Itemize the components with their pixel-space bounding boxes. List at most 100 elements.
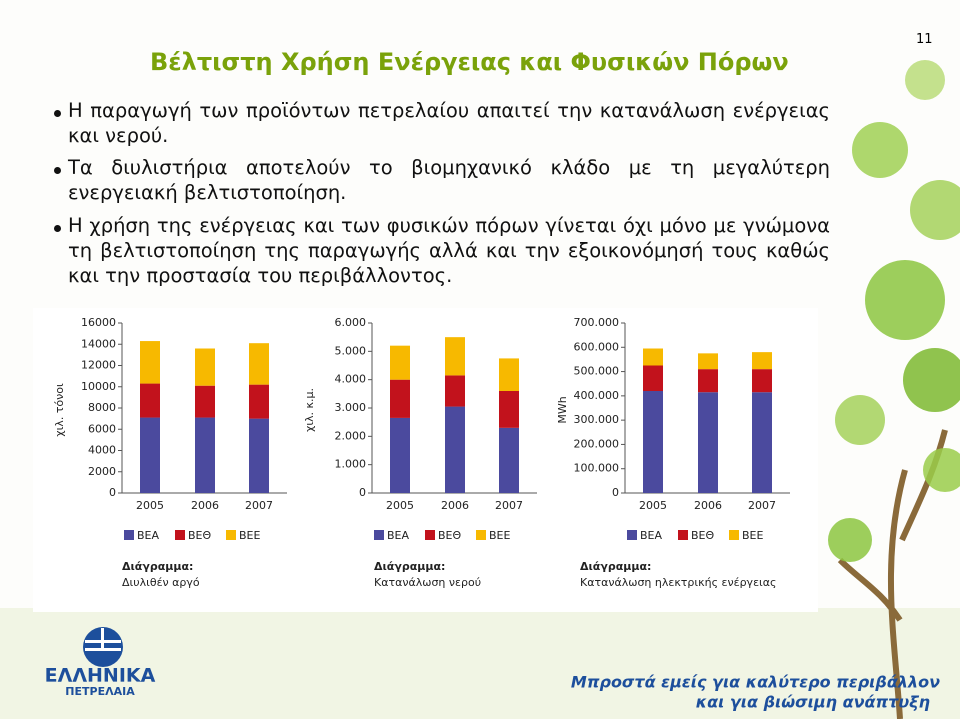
x-tick-label: 2005 bbox=[386, 499, 414, 512]
bar-segment bbox=[140, 341, 160, 384]
y-tick-label: 16000 bbox=[81, 316, 116, 329]
bar-segment bbox=[249, 343, 269, 385]
y-tick-label: 6000 bbox=[88, 422, 116, 435]
footer-band bbox=[0, 608, 960, 719]
x-tick-label: 2005 bbox=[136, 499, 164, 512]
legend-swatch bbox=[175, 530, 185, 540]
x-tick-label: 2007 bbox=[495, 499, 523, 512]
bar-segment bbox=[195, 385, 215, 418]
bar-segment bbox=[249, 384, 269, 419]
bar-segment bbox=[195, 417, 215, 493]
y-tick-label: 6.000 bbox=[335, 316, 367, 329]
bar-segment bbox=[698, 353, 718, 370]
legend-label: ΒΕΑ bbox=[387, 529, 409, 542]
legend-label: ΒΕΕ bbox=[239, 529, 260, 542]
logo-text: ΠΕΤΡΕΛΑΙΑ bbox=[65, 685, 135, 698]
bar-segment bbox=[643, 348, 663, 366]
y-axis-label: MWh bbox=[556, 396, 569, 423]
x-tick-label: 2006 bbox=[441, 499, 469, 512]
x-tick-label: 2006 bbox=[191, 499, 219, 512]
bullet-text: Η χρήση της ενέργειας και των φυσικών πό… bbox=[68, 214, 830, 287]
bar-segment bbox=[499, 391, 519, 428]
y-tick-label: 100.000 bbox=[574, 462, 620, 475]
bullet-dot bbox=[54, 110, 61, 117]
x-tick-label: 2007 bbox=[748, 499, 776, 512]
legend-label: ΒΕΘ bbox=[438, 529, 461, 542]
legend-swatch bbox=[627, 530, 637, 540]
y-tick-label: 2000 bbox=[88, 465, 116, 478]
chart-subtitle: Κατανάλωση νερού bbox=[374, 576, 481, 589]
logo-text: ΕΛΛΗΝΙΚΑ bbox=[45, 665, 156, 687]
y-tick-label: 300.000 bbox=[574, 413, 620, 426]
legend-swatch bbox=[374, 530, 384, 540]
chart-caption: Διάγραμμα: bbox=[122, 560, 193, 573]
legend-swatch bbox=[476, 530, 486, 540]
bar-segment bbox=[643, 365, 663, 391]
legend-label: ΒΕΕ bbox=[489, 529, 510, 542]
legend-swatch bbox=[226, 530, 236, 540]
y-axis-label: χιλ. τόνοι bbox=[53, 383, 66, 437]
bullet-dot bbox=[54, 167, 61, 174]
y-tick-label: 600.000 bbox=[574, 340, 620, 353]
y-tick-label: 0 bbox=[612, 486, 619, 499]
tree-decoration bbox=[828, 60, 960, 719]
logo bbox=[83, 627, 123, 667]
y-tick-label: 700.000 bbox=[574, 316, 620, 329]
chart-subtitle: Κατανάλωση ηλεκτρικής ενέργειας bbox=[580, 576, 776, 589]
bar-segment bbox=[140, 383, 160, 418]
bar-segment bbox=[752, 352, 772, 370]
y-tick-label: 4.000 bbox=[335, 373, 367, 386]
legend-swatch bbox=[124, 530, 134, 540]
x-tick-label: 2007 bbox=[245, 499, 273, 512]
tagline: Μπροστά εμείς για καλύτερο περιβάλλον bbox=[571, 673, 940, 692]
bar-segment bbox=[249, 418, 269, 493]
legend-label: ΒΕΕ bbox=[742, 529, 763, 542]
y-axis-label: χιλ. κ.μ. bbox=[303, 388, 316, 432]
y-tick-label: 4000 bbox=[88, 444, 116, 457]
bar-segment bbox=[445, 375, 465, 407]
y-tick-label: 400.000 bbox=[574, 389, 620, 402]
tagline: και για βιώσιμη ανάπτυξη bbox=[696, 693, 930, 712]
legend-swatch bbox=[425, 530, 435, 540]
legend-label: ΒΕΑ bbox=[640, 529, 662, 542]
x-tick-label: 2006 bbox=[694, 499, 722, 512]
chart-caption: Διάγραμμα: bbox=[374, 560, 445, 573]
y-tick-label: 2.000 bbox=[335, 429, 367, 442]
bar-segment bbox=[752, 392, 772, 493]
bar-segment bbox=[698, 369, 718, 393]
slide-title: Βέλτιστη Χρήση Ενέργειας και Φυσικών Πόρ… bbox=[150, 48, 789, 76]
y-tick-label: 1.000 bbox=[335, 458, 367, 471]
y-tick-label: 3.000 bbox=[335, 401, 367, 414]
bar-segment bbox=[499, 427, 519, 493]
bar-segment bbox=[752, 369, 772, 393]
legend-swatch bbox=[729, 530, 739, 540]
bar-segment bbox=[140, 417, 160, 493]
bar-segment bbox=[643, 391, 663, 493]
chart-panel bbox=[33, 308, 818, 612]
legend-label: ΒΕΘ bbox=[188, 529, 211, 542]
legend-swatch bbox=[678, 530, 688, 540]
legend-label: ΒΕΘ bbox=[691, 529, 714, 542]
y-tick-label: 500.000 bbox=[574, 365, 620, 378]
y-tick-label: 0 bbox=[359, 486, 366, 499]
bar-segment bbox=[499, 358, 519, 391]
bar-segment bbox=[195, 348, 215, 386]
chart-subtitle: Διυλιθέν αργό bbox=[122, 576, 200, 589]
y-tick-label: 14000 bbox=[81, 337, 116, 350]
bar-segment bbox=[445, 406, 465, 493]
legend-label: ΒΕΑ bbox=[137, 529, 159, 542]
y-tick-label: 200.000 bbox=[574, 437, 620, 450]
bullet-text: Η παραγωγή των προϊόντων πετρελαίου απαι… bbox=[68, 99, 830, 147]
bullet-text: Τα διυλιστήρια αποτελούν το βιομηχανικό … bbox=[68, 156, 830, 204]
bar-segment bbox=[390, 379, 410, 418]
y-tick-label: 5.000 bbox=[335, 344, 367, 357]
y-tick-label: 10000 bbox=[81, 380, 116, 393]
chart-caption: Διάγραμμα: bbox=[580, 560, 651, 573]
y-tick-label: 8000 bbox=[88, 401, 116, 414]
bar-segment bbox=[390, 345, 410, 380]
y-tick-label: 0 bbox=[109, 486, 116, 499]
bar-segment bbox=[390, 417, 410, 493]
y-tick-label: 12000 bbox=[81, 359, 116, 372]
